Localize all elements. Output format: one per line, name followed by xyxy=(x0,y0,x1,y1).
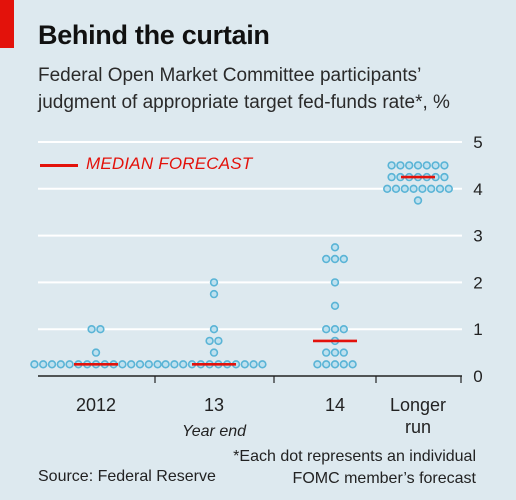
forecast-dot xyxy=(153,360,162,369)
footnote-line-2: FOMC member’s forecast xyxy=(292,470,476,487)
forecast-dot xyxy=(209,278,219,287)
forecast-dot xyxy=(47,360,57,369)
forecast-dot xyxy=(96,325,105,334)
forecast-dot xyxy=(258,360,267,369)
forecast-dot xyxy=(209,348,219,357)
forecast-dot xyxy=(330,254,340,264)
footnote: *Each dot represents an individual FOMC … xyxy=(233,446,476,490)
forecast-dot xyxy=(38,360,48,369)
forecast-dot xyxy=(383,184,392,194)
forecast-dot xyxy=(418,184,427,194)
forecast-dot xyxy=(322,325,331,334)
forecast-dot xyxy=(330,301,340,310)
forecast-dot xyxy=(422,161,431,170)
forecast-dot xyxy=(413,196,423,205)
forecast-dot xyxy=(330,348,340,357)
x-tick-label: 2012 xyxy=(76,395,116,415)
chart-title: Behind the curtain xyxy=(38,20,270,50)
forecast-dot xyxy=(322,254,331,264)
forecast-dot xyxy=(431,161,440,170)
forecast-dot xyxy=(87,325,96,334)
forecast-dot xyxy=(205,336,214,346)
y-tick-label: 4 xyxy=(473,180,482,199)
forecast-dot xyxy=(405,161,414,170)
y-tick-label: 1 xyxy=(473,320,482,339)
forecast-dot xyxy=(409,184,418,194)
forecast-dot xyxy=(427,184,436,194)
forecast-dot xyxy=(339,348,348,357)
forecast-dot xyxy=(56,360,65,369)
source-note: Source: Federal Reserve xyxy=(38,468,216,485)
forecast-dot xyxy=(413,161,423,170)
x-axis-label: Year end xyxy=(182,423,247,440)
forecast-dot xyxy=(161,360,170,369)
forecast-dot xyxy=(179,360,188,369)
forecast-dot xyxy=(249,360,258,369)
median-legend-swatch xyxy=(40,164,78,167)
forecast-dot xyxy=(91,348,101,357)
forecast-dot xyxy=(209,325,219,334)
forecast-dot xyxy=(30,360,39,369)
forecast-dot xyxy=(135,360,145,369)
forecast-dot xyxy=(313,360,322,369)
forecast-dot xyxy=(400,184,409,194)
forecast-dot xyxy=(444,184,453,194)
forecast-dot xyxy=(240,360,250,369)
y-tick-label: 2 xyxy=(473,273,482,292)
forecast-dot xyxy=(65,360,74,369)
forecast-dot xyxy=(440,172,449,182)
forecast-dot xyxy=(396,161,405,170)
forecast-dot xyxy=(118,360,127,369)
x-tick-label: 13 xyxy=(204,395,224,415)
forecast-dot xyxy=(339,360,348,369)
forecast-dot xyxy=(214,336,223,346)
forecast-dot xyxy=(144,360,154,369)
forecast-dot xyxy=(126,360,136,369)
y-tick-label: 5 xyxy=(473,133,482,152)
forecast-dot xyxy=(339,325,348,334)
chart-subtitle: Federal Open Market Committee participan… xyxy=(38,65,450,113)
forecast-dot xyxy=(322,348,331,357)
forecast-dot xyxy=(330,278,340,287)
y-tick-label: 3 xyxy=(473,227,482,246)
forecast-dot xyxy=(209,289,219,299)
forecast-dot xyxy=(387,161,396,170)
median-legend-label: MEDIAN FORECAST xyxy=(86,154,253,173)
forecast-dot xyxy=(440,161,449,170)
brand-tag xyxy=(0,0,14,48)
x-tick-label: Longer xyxy=(390,395,446,415)
forecast-dot xyxy=(435,184,445,194)
forecast-dot xyxy=(170,360,179,369)
forecast-dot xyxy=(387,172,396,182)
y-tick-label: 0 xyxy=(473,367,482,386)
forecast-dot xyxy=(330,325,340,334)
forecast-dot xyxy=(330,360,340,369)
forecast-dot xyxy=(322,360,331,369)
forecast-dot xyxy=(330,243,340,252)
forecast-dot xyxy=(391,184,401,194)
forecast-dot xyxy=(339,254,348,264)
x-tick-label: run xyxy=(405,417,431,437)
footnote-line-1: *Each dot represents an individual xyxy=(233,448,476,465)
x-tick-label: 14 xyxy=(325,395,345,415)
forecast-dot xyxy=(348,360,357,369)
